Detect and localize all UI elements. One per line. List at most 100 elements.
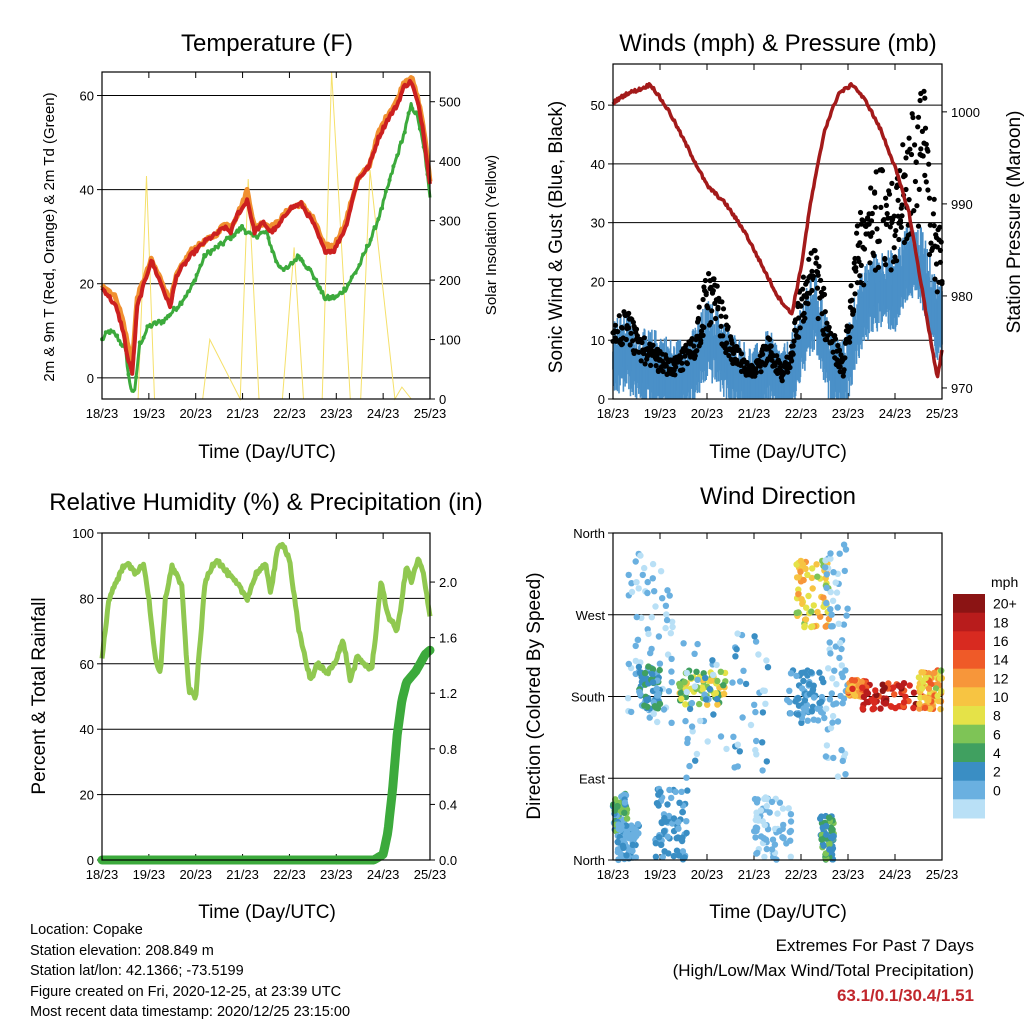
gust-point (850, 307, 857, 313)
direction-point (659, 853, 666, 861)
direction-point (823, 705, 830, 712)
gust-point (710, 288, 716, 294)
direction-point (668, 655, 675, 663)
gust-point (790, 351, 796, 357)
direction-point (827, 588, 834, 596)
gust-point (720, 333, 726, 339)
td-point (372, 225, 377, 230)
gust-point (731, 350, 737, 356)
gust-point (937, 224, 943, 230)
gust-point (878, 204, 884, 210)
gust-point (793, 328, 799, 334)
direction-point (684, 739, 691, 747)
direction-point (655, 633, 663, 640)
td-point (171, 305, 176, 310)
direction-point (648, 614, 655, 621)
y-tick-label: 40 (80, 183, 94, 198)
gust-point (634, 333, 640, 339)
direction-point (798, 596, 805, 603)
gust-point (891, 213, 897, 219)
gust-point (626, 310, 632, 316)
direction-point (921, 694, 928, 701)
gust-point (812, 248, 818, 254)
direction-point (838, 670, 845, 677)
gust-point (883, 262, 889, 268)
direction-point (647, 649, 654, 657)
x-tick-label: 20/23 (691, 867, 724, 882)
direction-point (664, 651, 672, 658)
y2-tick-label: 990 (951, 197, 973, 212)
gust-point (816, 263, 822, 269)
direction-point (668, 794, 675, 802)
direction-point (859, 705, 866, 712)
direction-point (826, 846, 833, 853)
legend-swatch (953, 650, 985, 670)
direction-point (816, 669, 823, 676)
direction-point (858, 678, 865, 686)
direction-point (837, 692, 844, 700)
gust-point (691, 343, 697, 349)
x-tick-label: 23/23 (320, 867, 353, 882)
gust-point (895, 213, 901, 219)
plot-frame (612, 532, 943, 861)
station-location: Location: Copake (30, 922, 143, 938)
legend-label: 12 (993, 670, 1009, 686)
legend-label: 20+ (993, 596, 1017, 612)
direction-point (625, 660, 632, 668)
gust-point (689, 336, 695, 342)
td-point (383, 189, 388, 194)
direction-point (814, 717, 822, 724)
gust-point (918, 146, 924, 152)
direction-point (632, 827, 640, 834)
direction-point (681, 854, 688, 861)
gust-point (705, 305, 711, 311)
td-point (206, 249, 210, 254)
td-point (156, 318, 161, 323)
direction-point (713, 661, 720, 669)
direction-point (823, 831, 830, 838)
direction-point (839, 757, 846, 765)
td-point (126, 372, 131, 377)
direction-point (732, 653, 739, 660)
td-point (236, 229, 241, 234)
gust-point (849, 297, 855, 303)
direction-point (714, 677, 721, 685)
gust-point (907, 146, 913, 152)
gust-point (874, 226, 880, 232)
direction-point (885, 680, 892, 687)
gust-point (638, 358, 644, 364)
direction-point (921, 704, 929, 712)
direction-point (838, 662, 845, 669)
x-tick-label: 22/23 (273, 406, 306, 421)
gust-point (619, 341, 626, 347)
direction-point (655, 802, 662, 809)
gust-point (906, 197, 912, 203)
direction-point (795, 586, 802, 593)
direction-point (759, 709, 767, 716)
x-tick-label: 22/23 (273, 867, 306, 882)
td-point (323, 297, 328, 302)
gust-point (899, 213, 905, 219)
gust-point (911, 208, 917, 214)
gust-point (815, 272, 821, 278)
gust-point (821, 285, 827, 291)
direction-point (889, 684, 897, 691)
figure-created: Figure created on Fri, 2020-12-25, at 23… (30, 983, 342, 1000)
gust-point (701, 324, 707, 330)
direction-point (754, 815, 762, 822)
direction-point (646, 714, 653, 721)
direction-point (643, 696, 650, 703)
direction-point (620, 844, 627, 852)
direction-point (803, 604, 810, 611)
direction-point (645, 663, 652, 670)
td-point (187, 289, 191, 294)
gust-point (922, 125, 929, 131)
direction-point (720, 690, 728, 698)
direction-point (649, 671, 656, 678)
x-tick-label: 22/23 (785, 406, 818, 421)
direction-point (641, 564, 648, 572)
td-point (243, 231, 248, 236)
gust-point (921, 88, 927, 94)
gust-point (908, 151, 915, 158)
direction-point (834, 604, 841, 611)
